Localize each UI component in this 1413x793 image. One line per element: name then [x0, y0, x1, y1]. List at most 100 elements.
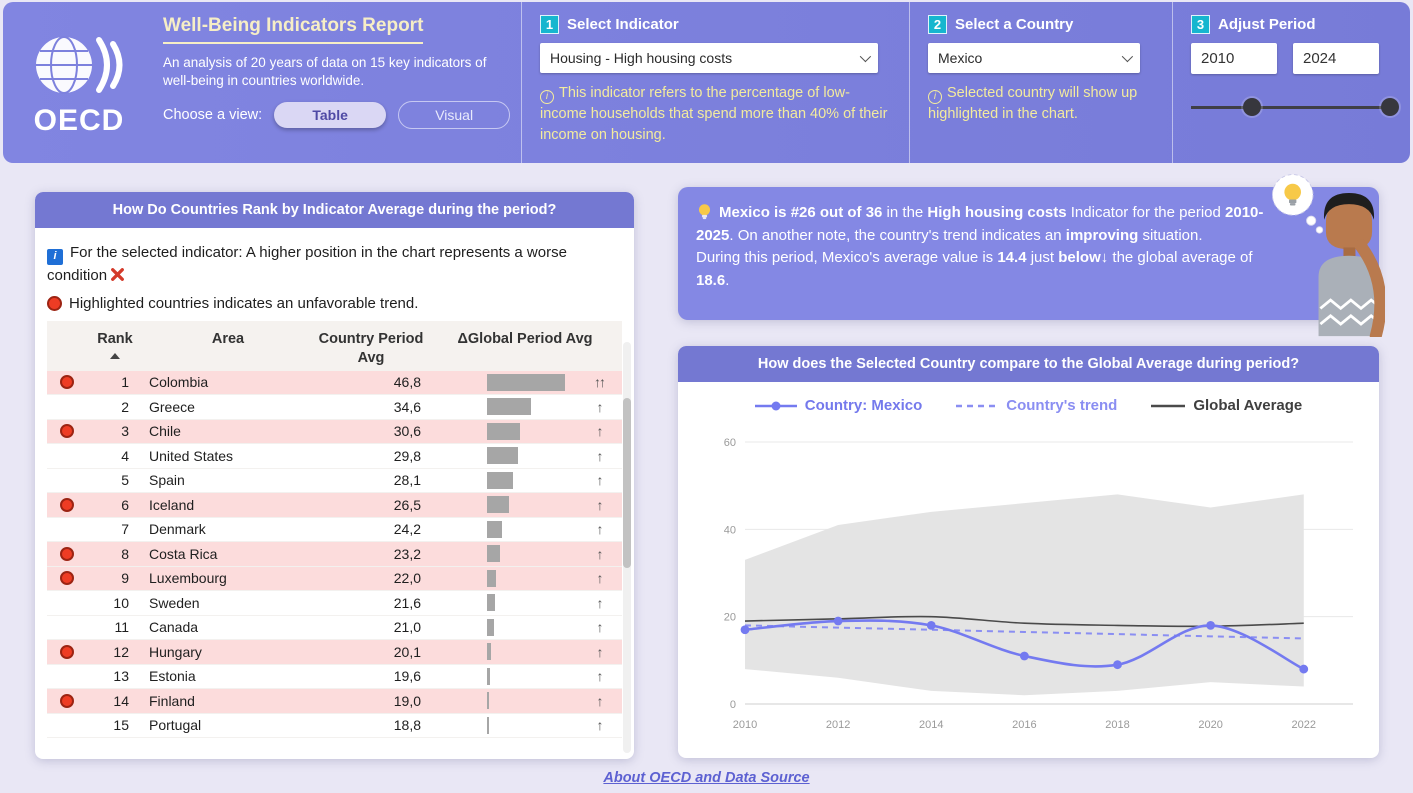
- avg-cell: 46,8: [393, 374, 421, 391]
- about-link[interactable]: About OECD and Data Source: [603, 770, 810, 786]
- table-row[interactable]: 10 Sweden 21,6 ↑: [47, 591, 622, 616]
- ranking-note-1: For the selected indicator: A higher pos…: [47, 242, 622, 286]
- indicator-dropdown[interactable]: Housing - High housing costs: [540, 43, 878, 73]
- slider-handle-start[interactable]: [1243, 98, 1261, 116]
- table-row[interactable]: 13 Estonia 19,6 ↑: [47, 665, 622, 690]
- step-3-badge: 3: [1191, 15, 1210, 34]
- table-row[interactable]: 4 United States 29,8 ↑: [47, 444, 622, 469]
- rank-cell: 5: [121, 472, 129, 489]
- svg-text:20: 20: [723, 612, 735, 624]
- trend-chart[interactable]: 0 20 40 60 2010 2012 2014 2016 2018 2020 2022: [699, 426, 1359, 738]
- indicator-section: 1 Select Indicator Housing - High housin…: [521, 2, 909, 163]
- table-row[interactable]: 15 Portugal 18,8 ↑: [47, 714, 622, 739]
- country-dropdown[interactable]: Mexico: [928, 43, 1140, 73]
- line-marker-icon: [754, 401, 797, 410]
- delta-bar: [487, 447, 518, 465]
- avg-cell: 30,6: [393, 423, 421, 440]
- svg-text:60: 60: [723, 437, 735, 449]
- delta-bar-cell: [429, 716, 577, 734]
- svg-text:2018: 2018: [1105, 719, 1129, 731]
- table-row[interactable]: 2 Greece 34,6 ↑: [47, 395, 622, 420]
- delta-bar-cell: [429, 422, 577, 440]
- delta-bar: [487, 569, 497, 587]
- area-cell: Luxembourg: [149, 570, 227, 587]
- legend-global[interactable]: Global Average: [1151, 397, 1302, 414]
- period-slider[interactable]: [1191, 96, 1399, 118]
- rank-cell: 4: [121, 447, 129, 464]
- info-circle-icon: [928, 90, 942, 105]
- svg-text:2016: 2016: [1012, 719, 1036, 731]
- trend-arrow-cell: ↑: [596, 619, 604, 636]
- trend-arrow-cell: ↑: [596, 570, 604, 587]
- visual-view-button[interactable]: Visual: [398, 101, 511, 130]
- col-period-avg[interactable]: Country Period Avg: [318, 331, 424, 366]
- trend-flag-cell: [47, 497, 87, 512]
- rank-cell: 14: [113, 692, 129, 709]
- table-row[interactable]: 3 Chile 30,6 ↑: [47, 419, 622, 445]
- table-row[interactable]: 1 Colombia 46,8 ↑↑: [47, 370, 622, 396]
- area-cell: Sweden: [149, 594, 200, 611]
- delta-bar: [487, 618, 494, 636]
- trend-arrow-cell: ↑: [596, 398, 604, 415]
- table-row[interactable]: 5 Spain 28,1 ↑: [47, 469, 622, 494]
- red-dot-icon: [60, 571, 74, 586]
- rank-cell: 8: [121, 545, 129, 562]
- scrollbar-thumb[interactable]: [623, 398, 631, 568]
- period-from-input[interactable]: [1191, 43, 1277, 74]
- chevron-down-icon: [1121, 50, 1134, 63]
- delta-bar: [487, 520, 503, 538]
- person-illustration: [1271, 174, 1385, 337]
- svg-text:2020: 2020: [1198, 719, 1222, 731]
- delta-bar-cell: [429, 569, 577, 587]
- area-cell: Hungary: [149, 643, 202, 660]
- lightbulb-icon: [698, 204, 711, 220]
- period-to-input[interactable]: [1293, 43, 1379, 74]
- legend-country[interactable]: Country: Mexico: [754, 397, 922, 414]
- rank-cell: 15: [113, 717, 129, 734]
- table-row[interactable]: 6 Iceland 26,5 ↑: [47, 493, 622, 518]
- trend-arrow-cell: ↑: [596, 717, 604, 734]
- logo-text: OECD: [33, 103, 125, 137]
- avg-cell: 34,6: [393, 398, 421, 415]
- svg-text:2010: 2010: [732, 719, 756, 731]
- rank-cell: 2: [121, 398, 129, 415]
- rank-cell: 1: [121, 374, 129, 391]
- rank-cell: 3: [121, 423, 129, 440]
- slider-handle-end[interactable]: [1381, 98, 1399, 116]
- col-area[interactable]: Area: [211, 331, 245, 348]
- rank-cell: 10: [113, 594, 129, 611]
- legend-trend[interactable]: Country's trend: [956, 397, 1117, 414]
- table-view-button[interactable]: Table: [274, 102, 387, 129]
- avg-cell: 26,5: [393, 496, 421, 513]
- indicator-label: Select Indicator: [567, 16, 679, 33]
- slider-track[interactable]: [1191, 106, 1397, 109]
- table-row[interactable]: 11 Canada 21,0 ↑: [47, 616, 622, 641]
- table-row[interactable]: 7 Denmark 24,2 ↑: [47, 518, 622, 543]
- delta-bar-cell: [429, 692, 577, 710]
- delta-bar-cell: [429, 643, 577, 661]
- ranking-note-2: Highlighted countries indicates an unfav…: [47, 293, 622, 314]
- trend-arrow-cell: ↑↑: [594, 374, 606, 391]
- delta-bar-cell: [429, 471, 577, 489]
- table-row[interactable]: 12 Hungary 20,1 ↑: [47, 640, 622, 665]
- table-scrollbar[interactable]: [623, 342, 631, 753]
- area-cell: Greece: [149, 398, 195, 415]
- area-cell: United States: [149, 447, 234, 464]
- table-row[interactable]: 9 Luxembourg 22,0 ↑: [47, 566, 622, 592]
- delta-bar-cell: [429, 594, 577, 612]
- red-dot-icon: [60, 546, 74, 561]
- title-block: Well-Being Indicators Report An analysis…: [155, 2, 521, 163]
- table-row[interactable]: 14 Finland 19,0 ↑: [47, 689, 622, 714]
- col-rank[interactable]: Rank: [87, 330, 143, 366]
- col-delta-global[interactable]: ΔGlobal Period Avg: [457, 331, 593, 348]
- info-square-icon: [47, 248, 63, 265]
- indicator-dropdown-value: Housing - High housing costs: [550, 50, 733, 66]
- indicator-info: This indicator refers to the percentage …: [540, 83, 890, 145]
- svg-text:0: 0: [729, 699, 735, 711]
- trend-arrow-cell: ↑: [596, 594, 604, 611]
- table-row[interactable]: 8 Costa Rica 23,2 ↑: [47, 542, 622, 567]
- delta-bar-cell: [429, 618, 577, 636]
- avg-cell: 19,6: [393, 668, 421, 685]
- trend-arrow-cell: ↑: [596, 423, 604, 440]
- red-dot-icon: [60, 375, 74, 390]
